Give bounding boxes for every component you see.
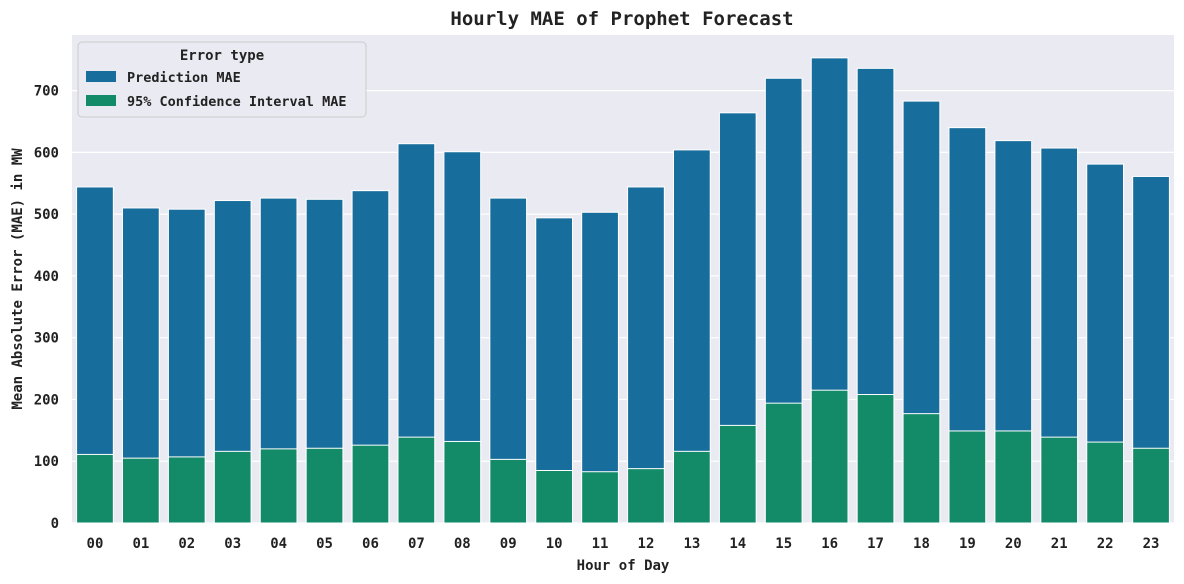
y-tick-label: 400 <box>34 269 59 285</box>
bar-confidence-interval-mae <box>122 457 160 524</box>
x-tick-label: 20 <box>1005 536 1022 552</box>
x-tick-label: 17 <box>867 536 884 552</box>
bar-confidence-interval-mae <box>305 447 344 524</box>
bar-confidence-interval-mae <box>718 424 757 524</box>
x-tick-label: 15 <box>775 536 792 552</box>
bar-confidence-interval-mae <box>856 394 895 524</box>
y-tick-label: 0 <box>51 516 59 532</box>
y-tick-label: 700 <box>34 84 59 100</box>
x-tick-label: 13 <box>683 536 700 552</box>
bar-confidence-interval-mae <box>1132 447 1170 524</box>
x-tick-label: 22 <box>1097 536 1114 552</box>
x-tick-label: 18 <box>913 536 930 552</box>
x-tick-label: 12 <box>638 536 655 552</box>
bar-confidence-interval-mae <box>213 450 252 524</box>
bar-confidence-interval-mae <box>673 450 711 524</box>
legend-label-prediction: Prediction MAE <box>127 70 241 86</box>
bar-prediction-mae <box>581 211 619 524</box>
bar-confidence-interval-mae <box>764 402 803 524</box>
bar-confidence-interval-mae <box>351 444 390 524</box>
y-axis-label: Mean Absolute Error (MAE) in MW <box>10 148 26 410</box>
bar-confidence-interval-mae <box>994 430 1033 524</box>
bar-confidence-interval-mae <box>1040 436 1079 524</box>
x-tick-label: 07 <box>408 536 425 552</box>
x-tick-label: 21 <box>1051 536 1068 552</box>
x-tick-label: 06 <box>362 536 379 552</box>
x-tick-label: 03 <box>224 536 241 552</box>
x-axis-label: Hour of Day <box>577 558 670 574</box>
bar-confidence-interval-mae <box>948 430 987 524</box>
y-tick-label: 600 <box>34 145 59 161</box>
bar-confidence-interval-mae <box>167 456 206 524</box>
x-tick-label: 16 <box>821 536 838 552</box>
x-tick-label: 01 <box>132 536 149 552</box>
legend-swatch-confidence <box>86 95 116 106</box>
y-tick-label: 200 <box>34 392 59 408</box>
bar-confidence-interval-mae <box>489 458 528 524</box>
bar-confidence-interval-mae <box>1086 441 1124 524</box>
x-tick-label: 19 <box>959 536 976 552</box>
x-tick-label: 02 <box>178 536 195 552</box>
x-tick-label: 14 <box>729 536 746 552</box>
x-axis: 00 01 02 03 04 05 06 07 08 09 10 11 12 13 14 15 16 17 18 19… <box>87 536 1160 552</box>
x-tick-label: 00 <box>87 536 104 552</box>
x-tick-label: 05 <box>316 536 333 552</box>
y-tick-label: 500 <box>34 207 59 223</box>
x-tick-label: 10 <box>546 536 563 552</box>
y-tick-label: 100 <box>34 454 59 470</box>
bar-confidence-interval-mae <box>902 413 941 524</box>
bar-confidence-interval-mae <box>581 471 619 524</box>
legend-label-confidence: 95% Confidence Interval MAE <box>127 94 346 110</box>
bar-confidence-interval-mae <box>259 448 298 524</box>
legend-box <box>77 41 367 118</box>
bar-confidence-interval-mae <box>443 440 482 524</box>
bar-confidence-interval-mae <box>810 389 849 524</box>
legend-title: Error type <box>180 48 264 64</box>
chart-title: Hourly MAE of Prophet Forecast <box>450 8 793 30</box>
bar-confidence-interval-mae <box>627 468 665 524</box>
bar-confidence-interval-mae <box>397 436 436 524</box>
legend: Error type Prediction MAE 95% Confidence… <box>77 41 367 118</box>
x-tick-label: 04 <box>270 536 287 552</box>
y-tick-label: 300 <box>34 331 59 347</box>
bars <box>76 57 1170 524</box>
x-tick-label: 08 <box>454 536 471 552</box>
legend-swatch-prediction <box>86 71 116 82</box>
bar-confidence-interval-mae <box>76 453 114 524</box>
x-tick-label: 09 <box>500 536 517 552</box>
bar-confidence-interval-mae <box>535 469 573 524</box>
x-tick-label: 23 <box>1143 536 1160 552</box>
x-tick-label: 11 <box>592 536 609 552</box>
y-axis: 0 100 200 300 400 500 600 700 <box>34 84 59 532</box>
